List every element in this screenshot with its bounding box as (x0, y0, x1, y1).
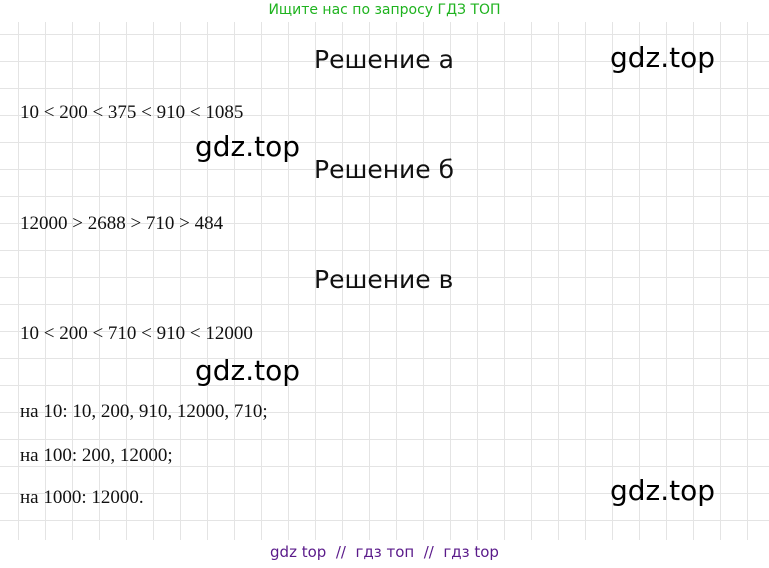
watermark: gdz.top (195, 130, 301, 163)
solution-line: на 1000: 12000. (20, 487, 144, 508)
solution-line: на 10: 10, 200, 910, 12000, 710; (20, 401, 268, 422)
watermark: gdz.top (610, 474, 716, 507)
watermark: gdz.top (195, 354, 301, 387)
solution-line: на 100: 200, 12000; (20, 445, 173, 466)
watermark: gdz.top (610, 41, 716, 74)
footer-links[interactable]: gdz top // гдз топ // гдз top (270, 543, 499, 561)
header-title[interactable]: Ищите нас по запросу ГДЗ ТОП (268, 2, 501, 18)
solution-line: 12000 > 2688 > 710 > 484 (20, 213, 224, 234)
grid-sheet (0, 22, 769, 540)
section-title: Решение а (314, 45, 454, 74)
section-title: Решение б (314, 155, 455, 184)
solution-line: 10 < 200 < 375 < 910 < 1085 (20, 102, 244, 123)
solution-line: 10 < 200 < 710 < 910 < 12000 (20, 323, 253, 344)
section-title: Решение в (314, 265, 454, 294)
